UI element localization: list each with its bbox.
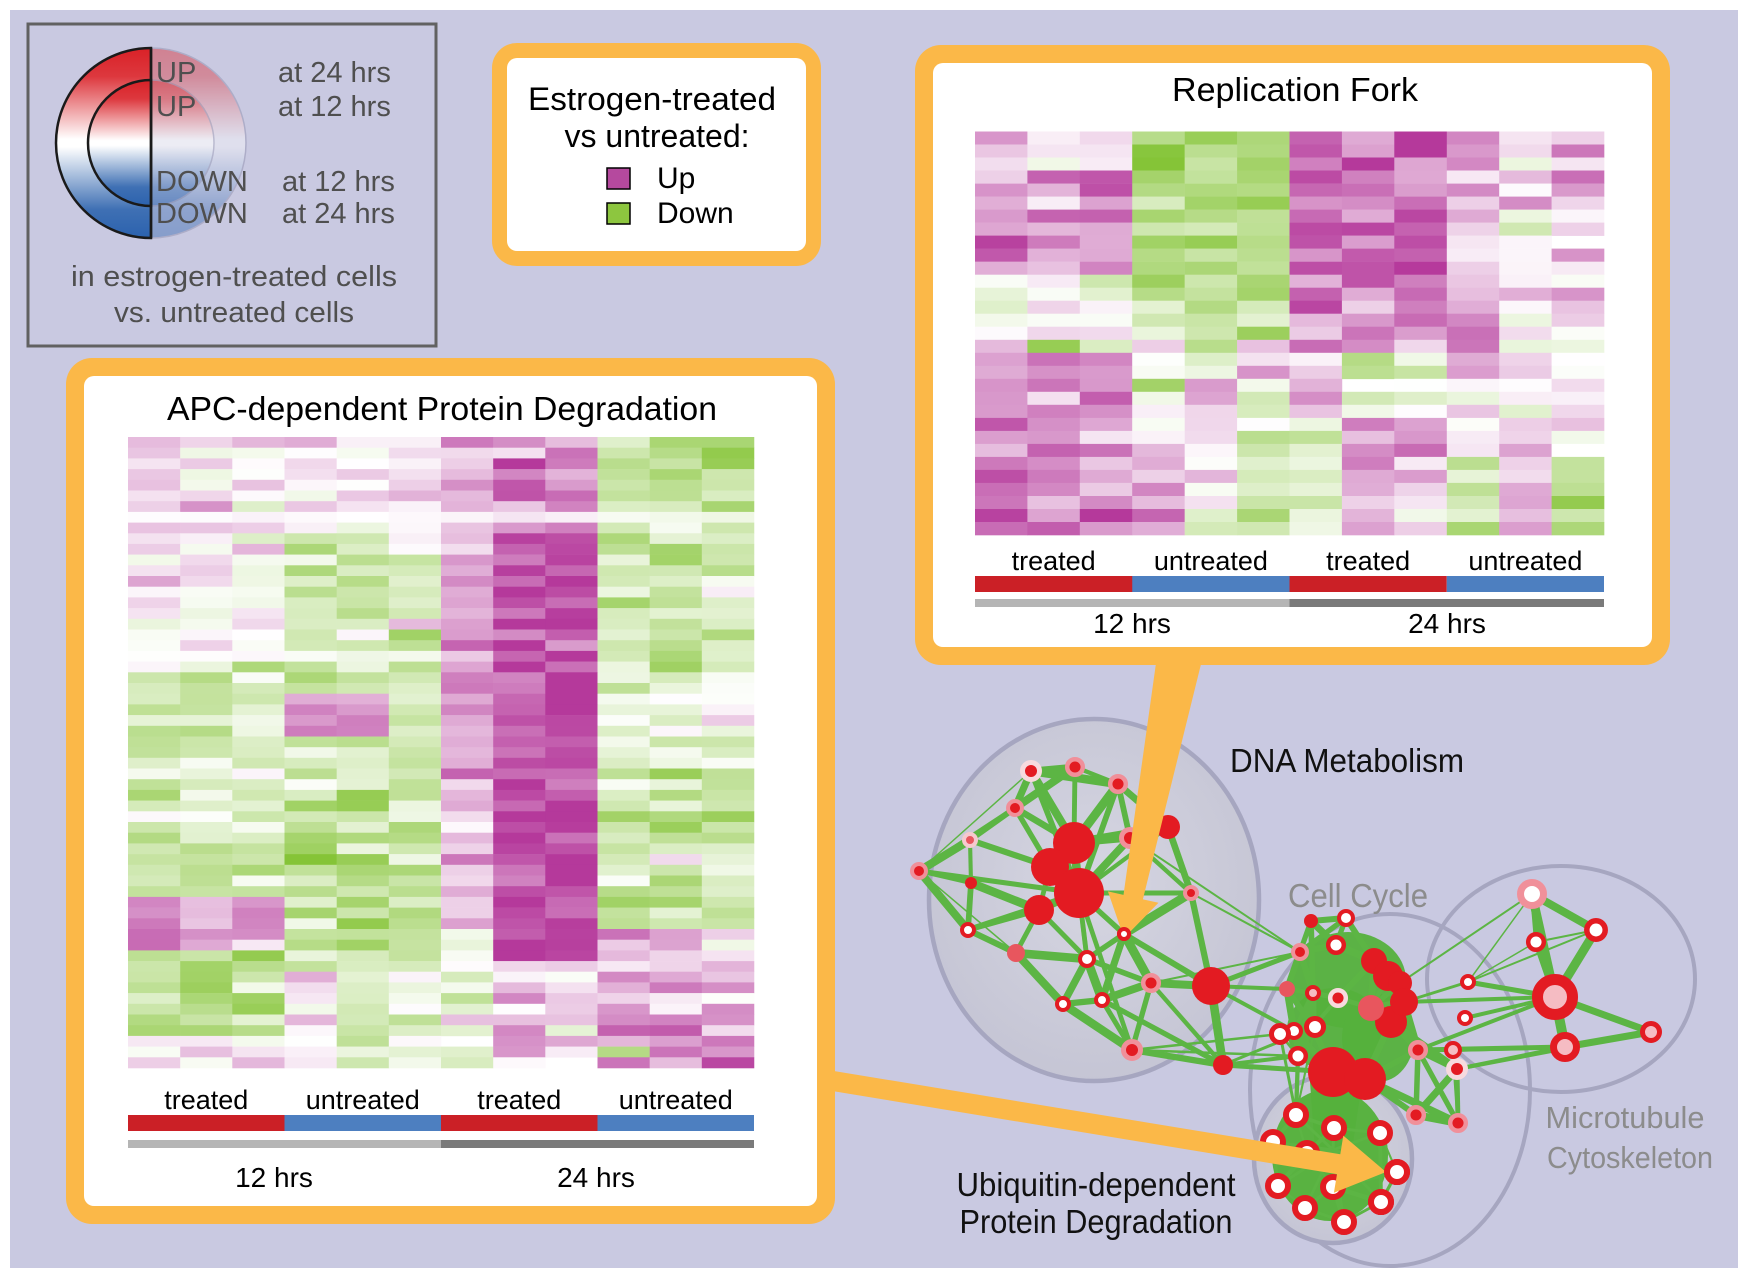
svg-text:UP: UP xyxy=(156,91,196,123)
svg-text:12 hrs: 12 hrs xyxy=(235,1162,313,1193)
svg-text:12 hrs: 12 hrs xyxy=(1093,608,1171,639)
svg-text:at 24 hrs: at 24 hrs xyxy=(278,57,391,89)
svg-text:Up: Up xyxy=(657,162,695,195)
svg-text:treated: treated xyxy=(1012,546,1096,576)
svg-text:vs. untreated cells: vs. untreated cells xyxy=(114,297,354,329)
svg-text:Cytoskeleton: Cytoskeleton xyxy=(1547,1140,1713,1175)
svg-text:treated: treated xyxy=(164,1085,248,1115)
svg-text:Cell Cycle: Cell Cycle xyxy=(1288,877,1428,914)
svg-text:Estrogen-treated: Estrogen-treated xyxy=(528,81,776,117)
svg-text:at 24 hrs: at 24 hrs xyxy=(282,198,395,230)
svg-text:24 hrs: 24 hrs xyxy=(1408,608,1486,639)
svg-text:Ubiquitin-dependent: Ubiquitin-dependent xyxy=(957,1166,1236,1203)
svg-text:DOWN: DOWN xyxy=(156,166,248,198)
svg-text:DNA Metabolism: DNA Metabolism xyxy=(1230,742,1464,779)
svg-text:vs untreated:: vs untreated: xyxy=(565,118,750,154)
svg-text:untreated: untreated xyxy=(306,1085,420,1115)
svg-text:Protein Degradation: Protein Degradation xyxy=(960,1203,1233,1240)
svg-text:treated: treated xyxy=(477,1085,561,1115)
svg-text:in estrogen-treated cells: in estrogen-treated cells xyxy=(71,261,397,293)
svg-text:UP: UP xyxy=(156,57,196,89)
svg-text:24 hrs: 24 hrs xyxy=(557,1162,635,1193)
svg-text:Microtubule: Microtubule xyxy=(1546,1100,1705,1135)
svg-text:untreated: untreated xyxy=(619,1085,733,1115)
svg-text:APC-dependent Protein Degradat: APC-dependent Protein Degradation xyxy=(167,390,717,427)
svg-text:DOWN: DOWN xyxy=(156,198,248,230)
svg-text:at 12 hrs: at 12 hrs xyxy=(282,166,395,198)
svg-text:treated: treated xyxy=(1326,546,1410,576)
svg-text:at 12 hrs: at 12 hrs xyxy=(278,91,391,123)
svg-text:untreated: untreated xyxy=(1468,546,1582,576)
svg-text:Replication Fork: Replication Fork xyxy=(1172,71,1419,108)
svg-text:untreated: untreated xyxy=(1154,546,1268,576)
svg-text:Down: Down xyxy=(657,197,734,230)
